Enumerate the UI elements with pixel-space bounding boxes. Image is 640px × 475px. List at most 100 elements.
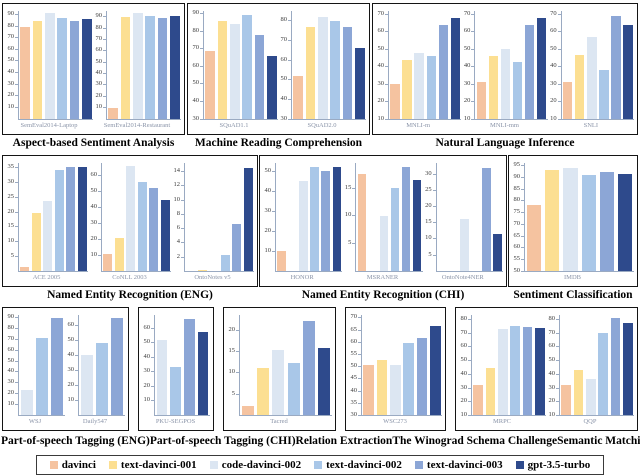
bars-ace-2005	[19, 163, 88, 272]
tick-label: 6	[176, 224, 180, 232]
tick-label: 80	[7, 21, 15, 29]
tick-mark	[358, 341, 361, 343]
tick-label: 45	[350, 374, 358, 382]
bar-text-davinci-001	[545, 170, 560, 272]
tick-mark	[75, 385, 78, 387]
bar-text-davinci-002	[510, 326, 520, 416]
tick-label: 50	[280, 75, 288, 83]
tick-mark	[98, 191, 101, 193]
tick-label: 10	[228, 368, 236, 376]
bar-davinci	[293, 76, 303, 119]
bar-text-davinci-002	[599, 70, 609, 119]
tick-mark	[468, 332, 471, 334]
tick-label: 30	[550, 79, 557, 87]
subplot-semeval2014-laptop: 10 20 30 40 50 60 70 80 90 SemEval2014-Laptop	[5, 10, 93, 132]
tick-label: 20	[90, 234, 98, 242]
bar-davinci	[390, 84, 400, 119]
y-axis-mrpc: 10 20 30 40 50 60 70 80	[458, 315, 471, 417]
bar-davinci	[103, 254, 113, 272]
bar-text-davinci-001	[305, 27, 316, 119]
bar-text-davinci-001	[217, 21, 228, 119]
tick-mark	[103, 107, 106, 109]
tick-label: 30	[264, 206, 272, 214]
bar-gpt-3-5-turbo	[535, 328, 545, 416]
tick-label: 40	[548, 369, 556, 377]
tick-label: 30	[280, 114, 288, 122]
tick-label: 80	[513, 196, 521, 204]
bar-gpt-3-5-turbo	[623, 25, 633, 119]
subplot-body-qqp: 10 20 30 40 50 60 70 80	[546, 315, 634, 417]
tick-label: 80	[7, 323, 15, 331]
tick-label: 40	[7, 367, 15, 375]
bar-slot	[512, 62, 524, 119]
tick-mark	[385, 66, 388, 68]
bar-slot	[119, 17, 131, 119]
plot-area-snli	[560, 11, 634, 120]
subplot-daily547: 10 20 30 40 50 60 Daily547	[65, 315, 125, 428]
bar-slot	[499, 49, 511, 119]
tick-mark	[358, 366, 361, 368]
panel-wrap-nli: 10 20 30 40 50 60 70 MNLI-m 10 20 30 40 50 60 70 MNLI-m…	[372, 3, 638, 150]
dataset-label: SQuAD2.0	[307, 122, 337, 129]
tick-label: 20	[67, 381, 75, 389]
tick-mark	[103, 27, 106, 29]
bar-slot	[54, 170, 66, 272]
bar-slot	[524, 25, 536, 119]
tick-label: 20	[264, 226, 272, 234]
tick-label: 50	[7, 56, 15, 64]
y-axis-mnli-mm: 10 20 30 40 50 60 70	[461, 10, 475, 121]
tick-label: 70	[513, 219, 521, 227]
tick-label: 20	[228, 325, 236, 333]
tick-mark	[103, 50, 106, 52]
tick-label: 40	[67, 351, 75, 359]
bar-text-davinci-001	[197, 270, 207, 272]
tick-mark	[385, 13, 388, 15]
tick-mark	[556, 346, 559, 348]
panel-caption-pos-chi: Part-of-speech Tagging (CHI)	[149, 435, 296, 448]
tick-label: 25	[7, 192, 15, 200]
tick-label: 2	[176, 252, 180, 260]
subplot-body-pku-segpos: 10 20 30 40 50 60	[141, 315, 210, 417]
tick-label: 5	[231, 389, 235, 397]
panel-mrc: 30 40 50 60 70 80 90 SQuAD1.1 30 40 50 60 70 80 SQuAD2…	[187, 3, 370, 135]
subplot-msraner: 5 10 15 MSRANER	[342, 163, 423, 284]
panel-ner-eng: 5 10 15 20 25 30 35 ACE 2005 10 20 30 40 50 60 CoNLL 2…	[2, 155, 258, 288]
subplot-body-imdb: 50 55 60 65 70 75 80 85 90 95	[511, 162, 634, 273]
plot-area-ontonotes-v5	[184, 163, 254, 273]
bar-code-davinci-002	[379, 216, 389, 272]
bar-text-davinci-002	[145, 16, 155, 119]
tick-mark	[151, 356, 154, 358]
tick-label: 15	[7, 222, 15, 230]
y-axis-msraner: 5 10 15	[342, 163, 356, 271]
dataset-label: QQP	[583, 418, 597, 426]
y-axis-pku-segpos: 10 20 30 40 50 60	[141, 315, 154, 415]
tick-mark	[181, 228, 184, 230]
panel-wrap-ner-chi: 10 20 30 40 50 HONOR 5 10 15 MSRANER 5 10 15 20 25 30 On…	[259, 155, 507, 302]
tick-mark	[15, 226, 18, 228]
bar-code-davinci-002	[156, 340, 168, 416]
bars-msraner	[356, 163, 422, 272]
plot-area-mnli-mm	[474, 11, 548, 120]
bar-text-davinci-002	[242, 15, 252, 119]
tick-label: 30	[143, 367, 151, 375]
tick-mark	[15, 338, 18, 340]
panel-caption-ner-chi: Named Entity Recognition (CHI)	[301, 289, 465, 302]
plot-area-ontonote4ner	[435, 163, 503, 273]
dataset-label: MSRANER	[366, 274, 399, 282]
bar-slot	[560, 385, 572, 416]
bar-slot	[304, 27, 316, 119]
tick-mark	[557, 31, 561, 33]
bar-davinci	[527, 205, 542, 272]
tick-label: 70	[7, 334, 15, 342]
legend-item-text-davinci-002: text-davinci-002	[314, 459, 402, 471]
subplot-ontonote4ner: 5 10 15 20 25 30 OntoNote4NER	[423, 163, 503, 284]
tick-label: 60	[280, 55, 288, 63]
bar-text-davinci-002	[426, 56, 436, 119]
bar-davinci	[473, 385, 483, 416]
legend-swatch-icon	[414, 460, 423, 469]
panel-nli: 10 20 30 40 50 60 70 MNLI-m 10 20 30 40 50 60 70 MNLI-m…	[372, 3, 638, 135]
tick-label: 60	[548, 342, 556, 350]
bar-gpt-3-5-turbo	[243, 168, 253, 272]
tick-mark	[358, 317, 361, 319]
bar-slot	[81, 19, 93, 119]
